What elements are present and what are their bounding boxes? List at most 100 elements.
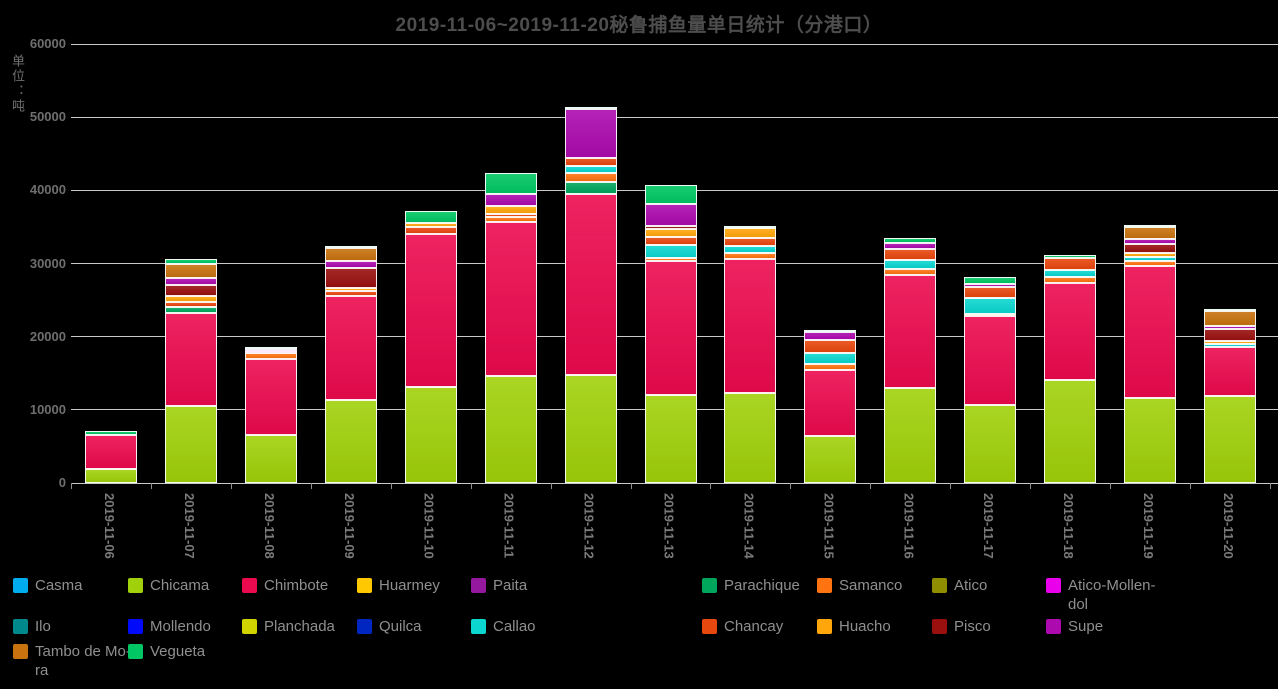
bar-segment-chancay[interactable] [164, 301, 217, 308]
bar-segment-callao[interactable] [884, 259, 937, 269]
bar-segment-callao[interactable] [564, 165, 617, 174]
legend-item-quilca[interactable]: Quilca [357, 618, 422, 637]
bar-segment-vegueta[interactable] [164, 258, 217, 264]
bar-segment-supe[interactable] [884, 243, 937, 249]
legend-item-chancay[interactable]: Chancay [702, 618, 783, 637]
bar-segment-huacho[interactable] [484, 206, 537, 215]
bar-segment-chimbote[interactable] [644, 261, 697, 396]
bar-segment-pisco[interactable] [164, 284, 217, 297]
bar-segment-parachique[interactable] [164, 307, 217, 314]
bar-segment-pisco[interactable] [324, 267, 377, 288]
legend-item-atico-mollendol[interactable]: Atico-Mollen- dol [1046, 577, 1156, 615]
legend-item-supe[interactable]: Supe [1046, 618, 1103, 637]
legend-item-planchada[interactable]: Planchada [242, 618, 335, 637]
bar-segment-chimbote[interactable] [804, 369, 857, 437]
bar-segment-chicama[interactable] [484, 376, 537, 483]
bar-segment-vegueta[interactable] [85, 431, 137, 435]
bar-segment-chancay[interactable] [964, 286, 1017, 298]
bar-segment-samanco[interactable] [804, 363, 857, 370]
legend-item-pisco[interactable]: Pisco [932, 618, 991, 637]
bar-segment-huacho[interactable] [1124, 253, 1177, 257]
bar-segment-atico-mollendol[interactable] [244, 351, 297, 354]
bar-segment-supe[interactable] [1124, 238, 1177, 245]
bar-segment-samanco[interactable] [564, 173, 617, 182]
bar-segment-supe[interactable] [644, 203, 697, 226]
bar-segment-chicama[interactable] [1044, 379, 1097, 483]
bar-segment-supe[interactable] [324, 260, 377, 268]
bar-segment-chicama[interactable] [1124, 398, 1177, 483]
bar-segment-vegueta[interactable] [964, 277, 1017, 285]
bar-segment-chimbote[interactable] [724, 259, 777, 393]
bar-segment-chancay[interactable] [564, 157, 617, 166]
bar-segment-callao[interactable] [1124, 256, 1177, 261]
bar-segment-chancay[interactable] [724, 238, 777, 247]
bar-segment-huacho[interactable] [724, 228, 777, 239]
legend-item-mollendo[interactable]: Mollendo [128, 618, 211, 637]
bar-segment-tambo-de-mora[interactable] [324, 247, 377, 261]
bar-segment-pisco[interactable] [1204, 329, 1257, 342]
bar-segment-vegueta[interactable] [1204, 309, 1257, 312]
bar-segment-chimbote[interactable] [484, 221, 537, 377]
bar-segment-vegueta[interactable] [644, 185, 697, 204]
bar-segment-chicama[interactable] [324, 400, 377, 483]
bar-segment-chancay[interactable] [324, 290, 377, 296]
bar-segment-samanco[interactable] [724, 253, 777, 260]
legend-item-chicama[interactable]: Chicama [128, 577, 209, 596]
bar-segment-callao[interactable] [724, 246, 777, 254]
bar-segment-pisco[interactable] [644, 225, 697, 229]
bar-segment-pisco[interactable] [1124, 244, 1177, 254]
bar-segment-callao[interactable] [804, 352, 857, 364]
legend-item-ilo[interactable]: Ilo [13, 618, 51, 637]
bar-segment-huacho[interactable] [404, 223, 457, 227]
legend-item-callao[interactable]: Callao [471, 618, 536, 637]
bar-segment-callao[interactable] [964, 297, 1017, 315]
bar-segment-samanco[interactable] [1044, 276, 1097, 283]
bar-segment-chimbote[interactable] [404, 233, 457, 388]
bar-segment-supe[interactable] [244, 349, 297, 352]
bar-segment-chimbote[interactable] [1204, 346, 1257, 396]
bar-segment-chancay[interactable] [804, 339, 857, 353]
bar-segment-vegueta[interactable] [884, 237, 937, 244]
bar-segment-chimbote[interactable] [884, 274, 937, 388]
bar-segment-vegueta[interactable] [484, 173, 537, 194]
bar-segment-callao[interactable] [644, 244, 697, 259]
bar-segment-vegueta[interactable] [564, 106, 617, 109]
bar-segment-supe[interactable] [484, 193, 537, 207]
bar-segment-chimbote[interactable] [1044, 282, 1097, 380]
bar-segment-supe[interactable] [164, 277, 217, 285]
bar-segment-vegueta[interactable] [244, 346, 297, 350]
bar-segment-parachique[interactable] [564, 181, 617, 194]
legend-item-chimbote[interactable]: Chimbote [242, 577, 328, 596]
bar-segment-vegueta[interactable] [1044, 255, 1097, 258]
bar-segment-callao[interactable] [1044, 269, 1097, 277]
legend-item-vegueta[interactable]: Vegueta [128, 643, 205, 662]
bar-segment-tambo-de-mora[interactable] [1204, 311, 1257, 327]
bar-segment-chancay[interactable] [884, 248, 937, 260]
bar-segment-vegueta[interactable] [1124, 225, 1177, 228]
bar-segment-chicama[interactable] [884, 387, 937, 483]
bar-segment-supe[interactable] [804, 331, 857, 340]
bar-segment-chicama[interactable] [404, 387, 457, 483]
bar-segment-chimbote[interactable] [1124, 266, 1177, 399]
bar-segment-supe[interactable] [564, 108, 617, 158]
bar-segment-huacho[interactable] [644, 228, 697, 237]
bar-segment-chicama[interactable] [964, 404, 1017, 483]
legend-item-huarmey[interactable]: Huarmey [357, 577, 440, 596]
bar-segment-chimbote[interactable] [564, 193, 617, 376]
bar-segment-tambo-de-mora[interactable] [164, 263, 217, 278]
bar-segment-chicama[interactable] [644, 395, 697, 483]
bar-segment-supe[interactable] [1204, 326, 1257, 330]
bar-segment-chancay[interactable] [644, 236, 697, 245]
bar-segment-chancay[interactable] [484, 214, 537, 217]
bar-segment-tambo-de-mora[interactable] [1124, 227, 1177, 239]
bar-segment-chicama[interactable] [85, 469, 137, 483]
bar-segment-chimbote[interactable] [964, 316, 1017, 405]
bar-segment-samanco[interactable] [644, 258, 697, 262]
bar-segment-chancay[interactable] [1044, 257, 1097, 270]
legend-item-tambo-de-mora[interactable]: Tambo de Mo- ra [13, 643, 131, 681]
bar-segment-chimbote[interactable] [164, 313, 217, 407]
bar-segment-samanco[interactable] [1124, 260, 1177, 267]
legend-item-samanco[interactable]: Samanco [817, 577, 902, 596]
bar-segment-supe[interactable] [964, 284, 1017, 287]
bar-segment-samanco[interactable] [964, 314, 1017, 317]
